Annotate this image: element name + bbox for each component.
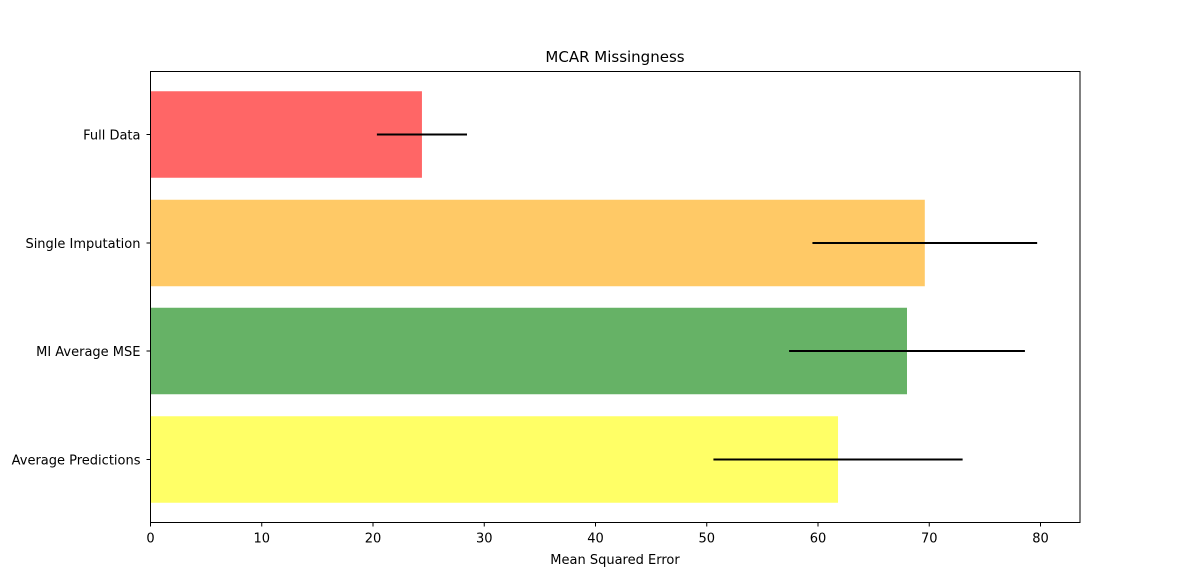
bar-full-data — [150, 91, 422, 178]
plot-frame — [150, 71, 1081, 523]
y-tick-label: Average Predictions — [12, 454, 141, 469]
x-tick-label: 80 — [1032, 532, 1049, 547]
x-tick-label: 50 — [698, 532, 715, 547]
y-axis-ticks: Full Data Single Imputation MI Average MSE… — [12, 129, 151, 469]
bar-mi-average-mse — [150, 307, 907, 395]
y-tick-label: MI Average MSE — [36, 345, 140, 360]
x-tick-label: 60 — [810, 532, 827, 547]
x-axis-label: Mean Squared Error — [550, 553, 680, 568]
bars-group — [150, 91, 925, 503]
error-bars-group — [376, 133, 1038, 461]
x-axis-ticks: 0 10 20 30 40 50 60 70 80 — [146, 522, 1049, 547]
chart-title: MCAR Missingness — [545, 48, 684, 66]
x-tick-label: 20 — [365, 532, 382, 547]
y-tick-label: Single Imputation — [25, 237, 140, 252]
x-tick-label: 0 — [146, 532, 154, 547]
x-tick-label: 10 — [253, 532, 270, 547]
bar-single-imputation — [150, 199, 925, 287]
x-tick-label: 40 — [587, 532, 604, 547]
y-tick-label: Full Data — [83, 129, 140, 144]
x-tick-label: 30 — [476, 532, 493, 547]
x-tick-label: 70 — [921, 532, 938, 547]
